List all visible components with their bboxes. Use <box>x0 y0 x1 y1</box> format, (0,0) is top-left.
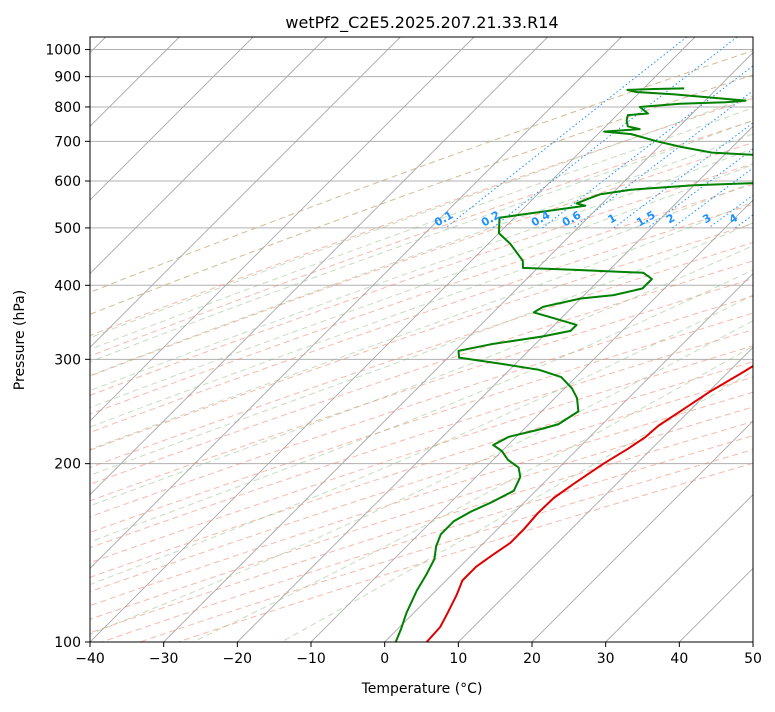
x-tick-label: 30 <box>597 651 615 667</box>
y-tick-label: 900 <box>54 70 81 86</box>
y-tick-label: 300 <box>54 352 81 368</box>
x-tick-label: −20 <box>223 651 253 667</box>
x-tick-label: −40 <box>75 651 105 667</box>
x-tick-label: 10 <box>449 651 467 667</box>
y-axis-label: Pressure (hPa) <box>12 290 28 390</box>
x-tick-label: −30 <box>149 651 179 667</box>
x-tick-label: −10 <box>296 651 326 667</box>
y-tick-label: 200 <box>54 457 81 473</box>
x-tick-label: 20 <box>523 651 541 667</box>
y-tick-label: 500 <box>54 221 81 237</box>
x-axis-label: Temperature (°C) <box>361 681 483 697</box>
chart-title: wetPf2_C2E5.2025.207.21.33.R14 <box>285 13 558 33</box>
x-tick-label: 50 <box>744 651 762 667</box>
y-tick-label: 800 <box>54 100 81 116</box>
y-tick-label: 400 <box>54 278 81 294</box>
y-tick-label: 100 <box>54 635 81 651</box>
y-tick-label: 600 <box>54 174 81 190</box>
x-tick-label: 0 <box>380 651 389 667</box>
y-tick-label: 700 <box>54 134 81 150</box>
y-tick-label: 1000 <box>45 43 81 59</box>
x-tick-label: 40 <box>670 651 688 667</box>
